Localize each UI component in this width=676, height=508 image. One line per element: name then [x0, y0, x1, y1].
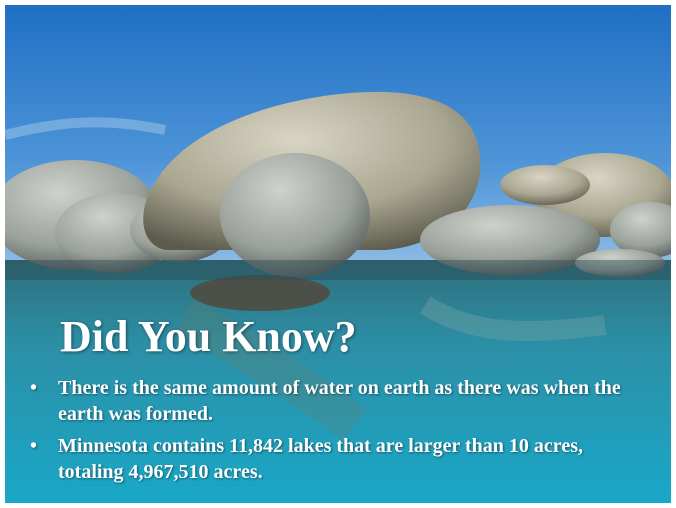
bullet: Minnesota contains 11,842 lakes that are…: [30, 433, 630, 485]
bullet: There is the same amount of water on ear…: [30, 375, 630, 427]
bullet-list: There is the same amount of water on ear…: [30, 375, 630, 491]
slide: Did You Know? There is the same amount o…: [5, 5, 671, 503]
slide-title: Did You Know?: [60, 312, 357, 361]
